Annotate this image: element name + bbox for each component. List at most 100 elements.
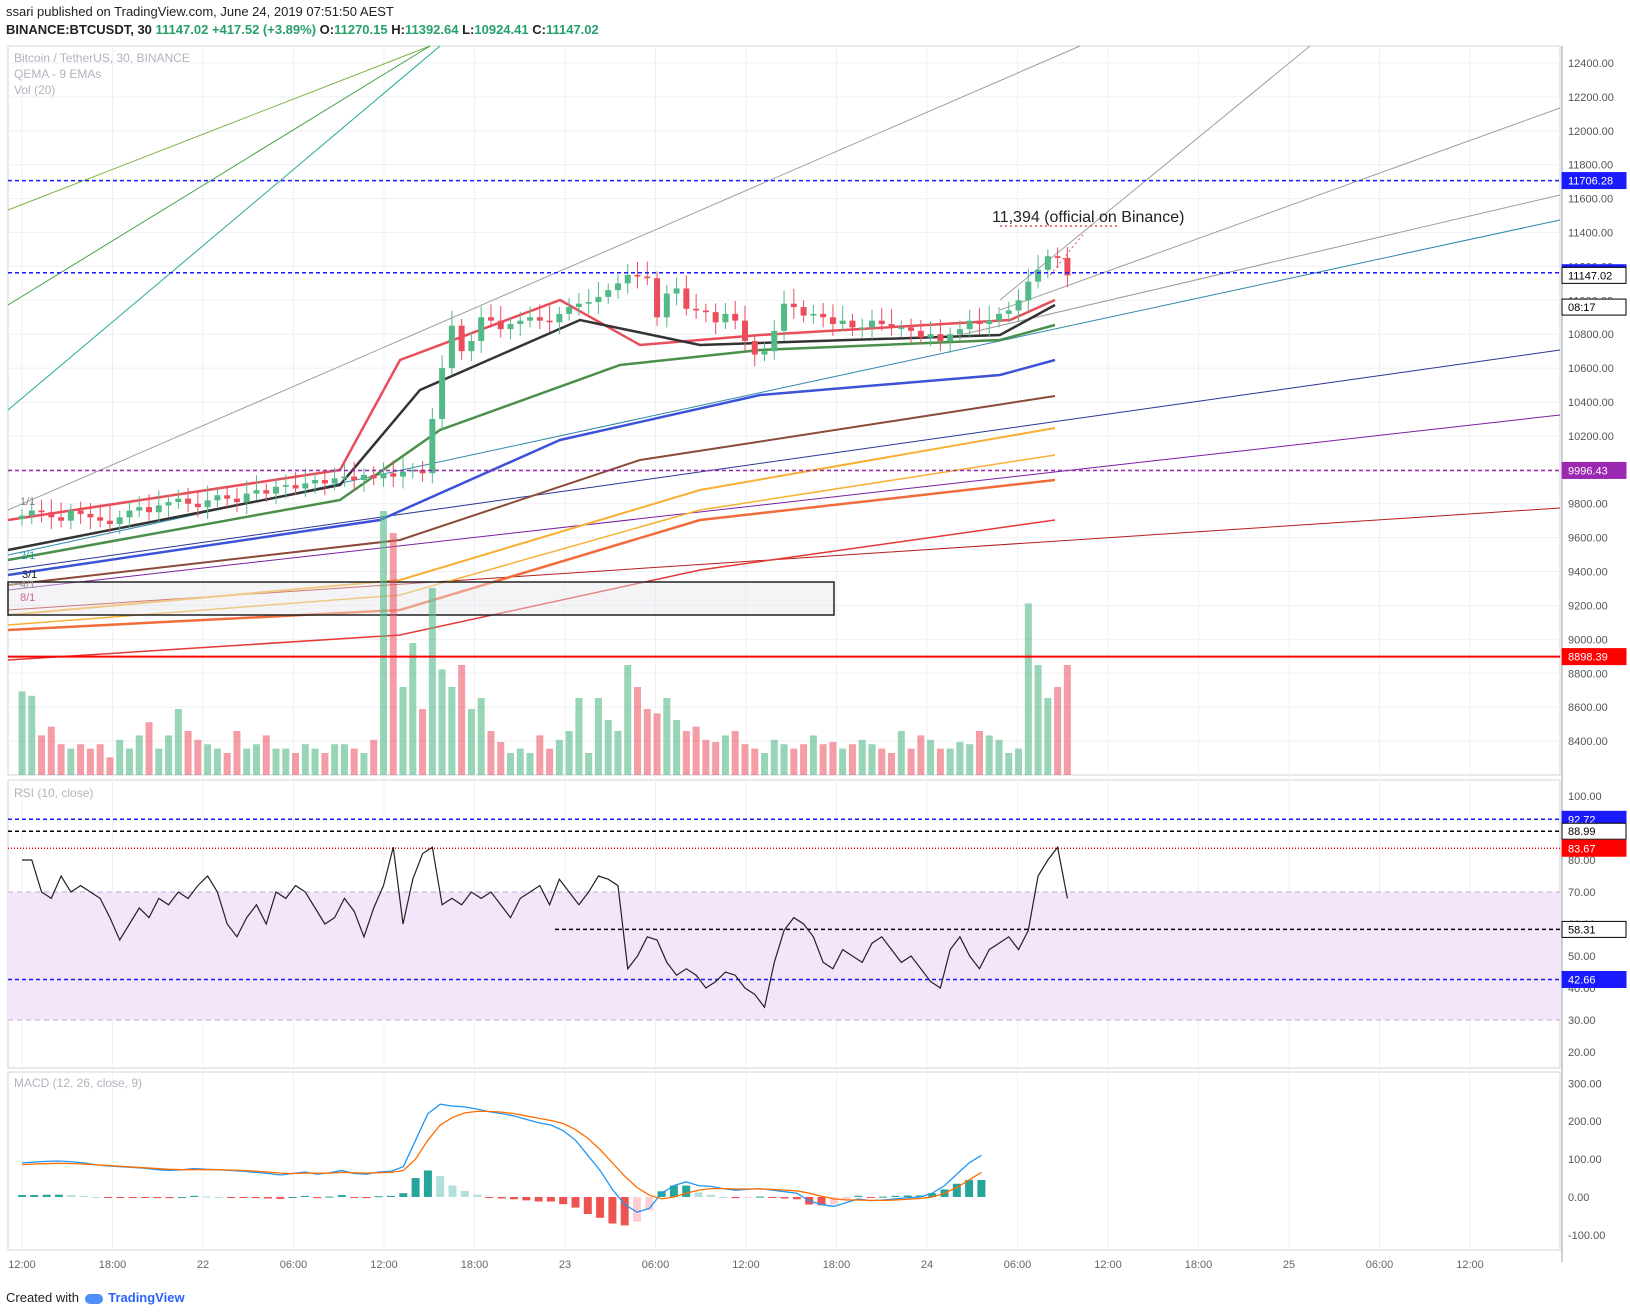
volume-bar [848, 744, 856, 775]
volume-bar [18, 691, 26, 775]
open-label: O: [319, 22, 335, 37]
legend-study-vol: Vol (20) [14, 83, 55, 97]
volume-bar [458, 665, 466, 775]
rsi-level-label: 42.66 [1568, 974, 1596, 986]
candle-body [419, 469, 426, 474]
volume-bar [233, 731, 241, 775]
volume-bar [419, 709, 427, 775]
candle-body [820, 313, 827, 318]
macd-histogram-bar [571, 1196, 580, 1208]
macd-histogram-bar [633, 1196, 641, 1222]
candle-body [575, 303, 582, 308]
volume-bar [497, 742, 505, 775]
volume-bar [614, 731, 622, 775]
time-tick-label: 06:00 [1366, 1259, 1394, 1271]
candle-body [908, 327, 915, 331]
macd-tick-label: 100.00 [1568, 1154, 1602, 1166]
macd-histogram-bar [337, 1195, 346, 1197]
volume-bar [252, 744, 260, 775]
price-tick-label: 11600.00 [1568, 194, 1613, 206]
price-tick-label: 9800.00 [1568, 499, 1608, 511]
volume-bar [282, 748, 290, 775]
time-tick-label: 18:00 [461, 1259, 489, 1271]
macd-histogram-bar [879, 1196, 887, 1198]
macd-histogram-bar [522, 1196, 531, 1201]
volume-bar [673, 720, 681, 775]
trend-line-3 [7, 45, 1081, 511]
macd-histogram-bar [583, 1196, 592, 1215]
volume-bar [663, 698, 671, 775]
macd-histogram-bar [423, 1170, 432, 1197]
candle-body [566, 307, 573, 314]
volume-bar [946, 748, 954, 775]
macd-histogram-bar [608, 1196, 617, 1224]
volume-bar [790, 748, 798, 775]
time-tick-label: 18:00 [823, 1259, 851, 1271]
macd-histogram-bar [731, 1196, 740, 1199]
fib-label-1: 1/1 [20, 496, 35, 508]
macd-series-macd [21, 1103, 982, 1213]
candle-body [966, 320, 973, 330]
candle-body [48, 512, 55, 518]
candle-body [712, 312, 719, 323]
volume-bar [829, 742, 837, 775]
macd-histogram-bar [54, 1194, 63, 1197]
volume-bar [57, 744, 65, 775]
volume-bar [975, 731, 983, 775]
volume-bar [379, 511, 387, 775]
candle-body [693, 308, 700, 311]
ema-line-7 [7, 478, 1056, 632]
candle-body [986, 320, 993, 325]
volume-bar [340, 744, 348, 775]
macd-histogram-bar [829, 1196, 838, 1205]
price-tick-label: 9000.00 [1568, 634, 1608, 646]
volume-bar [213, 748, 221, 775]
macd-histogram-bar [141, 1196, 149, 1198]
time-tick-label: 18:00 [99, 1259, 127, 1271]
volume-bar [106, 757, 114, 775]
volume-bar [507, 753, 514, 775]
volume-bar [1063, 665, 1071, 775]
footer-brand[interactable]: TradingView [108, 1290, 185, 1305]
candle-body [741, 320, 748, 341]
macd-histogram-bar [276, 1196, 285, 1199]
trend-line-6 [959, 194, 1561, 336]
volume-bar [243, 748, 251, 775]
candle-body [409, 469, 416, 472]
candle-body [87, 513, 94, 518]
macd-histogram-bar [706, 1194, 715, 1197]
fib-label-4: 4/1 [20, 579, 35, 591]
candle-body [624, 274, 631, 284]
volume-bar [438, 669, 446, 775]
candle-body [468, 340, 475, 352]
macd-histogram-bar [387, 1195, 395, 1197]
macd-histogram-bar [288, 1196, 297, 1198]
time-tick-label: 12:00 [370, 1259, 398, 1271]
volume-bar [692, 726, 700, 775]
volume-bar [653, 713, 661, 775]
volume-bar [135, 735, 143, 775]
time-tick-label: 25 [1283, 1259, 1295, 1271]
volume-bar [155, 748, 163, 775]
candle-body [829, 317, 836, 325]
volume-bar [516, 748, 524, 775]
volume-bar [819, 744, 827, 775]
time-tick-label: 12:00 [8, 1259, 36, 1271]
price-tick-label: 11800.00 [1568, 160, 1613, 172]
macd-histogram-bar [436, 1176, 445, 1197]
volume-bar [487, 731, 495, 775]
candle-body [732, 313, 739, 321]
candle-body [263, 490, 270, 494]
rsi-level-tag [1561, 822, 1627, 840]
candle-body [224, 495, 231, 499]
volume-bar [204, 744, 212, 775]
candle-body [273, 486, 280, 494]
legend-title: Bitcoin / TetherUS, 30, BINANCE [14, 51, 190, 65]
price-tick-label: 9400.00 [1568, 567, 1608, 579]
macd-histogram-bar [596, 1196, 605, 1218]
ema-line-1 [7, 303, 1056, 552]
rsi-tick-label: 20.00 [1568, 1047, 1596, 1059]
macd-histogram-bar [780, 1196, 789, 1199]
macd-histogram-bar [325, 1196, 334, 1198]
